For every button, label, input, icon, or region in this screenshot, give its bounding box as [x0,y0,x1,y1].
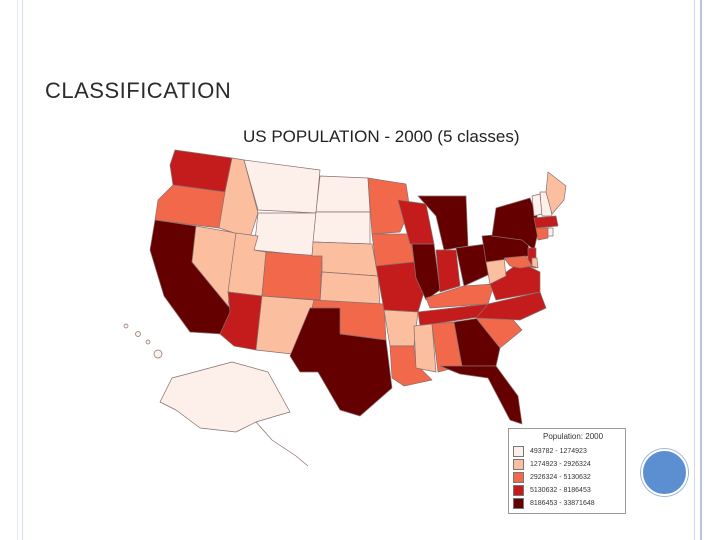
slide-nav-button[interactable] [641,449,688,496]
state-florida [439,365,523,425]
legend-label: 1274923 - 2926324 [530,461,591,468]
legend-swatch [513,446,524,457]
slide-title: CLASSIFICATION [45,78,232,103]
state-nevada [191,225,237,307]
state-wyoming [253,212,317,257]
legend-row: 2926324 - 5130632 [513,471,621,484]
state-connecticut [535,227,549,241]
state-louisiana [389,345,433,387]
state-kentucky [425,283,495,309]
state-maine [545,171,567,215]
state-maryland [503,255,533,269]
state-oregon [154,184,226,229]
legend-swatch [513,472,524,483]
state-nebraska [311,241,379,277]
state-colorado [261,251,323,301]
us-choropleth-map [123,149,567,467]
state-iowa [371,233,415,267]
state-delaware [531,257,539,269]
state-texas [289,307,393,417]
map-legend: Population: 2000 493782 - 1274923 1274923… [508,428,626,514]
slide-frame-left [0,0,23,540]
alaska-panhandle [255,421,309,467]
slide-frame-right [692,0,720,540]
state-alaska [159,361,291,433]
state-illinois [411,243,441,301]
map-title: US POPULATION - 2000 (5 classes) [243,127,520,146]
legend-swatch [513,485,524,496]
legend-row: 5130632 - 8186453 [513,484,621,497]
state-mississippi [413,323,437,373]
state-arkansas [383,309,419,347]
legend-swatch [513,459,524,470]
legend-title: Population: 2000 [543,432,604,441]
legend-row: 8186453 - 33871648 [513,497,621,510]
legend-label: 493782 - 1274923 [530,448,587,455]
legend-swatch [513,498,524,509]
legend-row: 1274923 - 2926324 [513,458,621,471]
legend-label: 8186453 - 33871648 [530,500,595,507]
legend-label: 5130632 - 8186453 [530,487,591,494]
state-rhode-island [547,227,554,237]
legend-label: 2926324 - 5130632 [530,474,591,481]
state-north-carolina [475,291,547,321]
state-north-dakota [315,175,371,213]
state-south-dakota [312,211,371,245]
state-hawaii [123,323,163,359]
state-missouri [375,261,425,313]
state-georgia [453,317,501,367]
legend-row: 493782 - 1274923 [513,445,621,458]
state-indiana [435,249,461,293]
state-massachusetts [533,215,559,229]
